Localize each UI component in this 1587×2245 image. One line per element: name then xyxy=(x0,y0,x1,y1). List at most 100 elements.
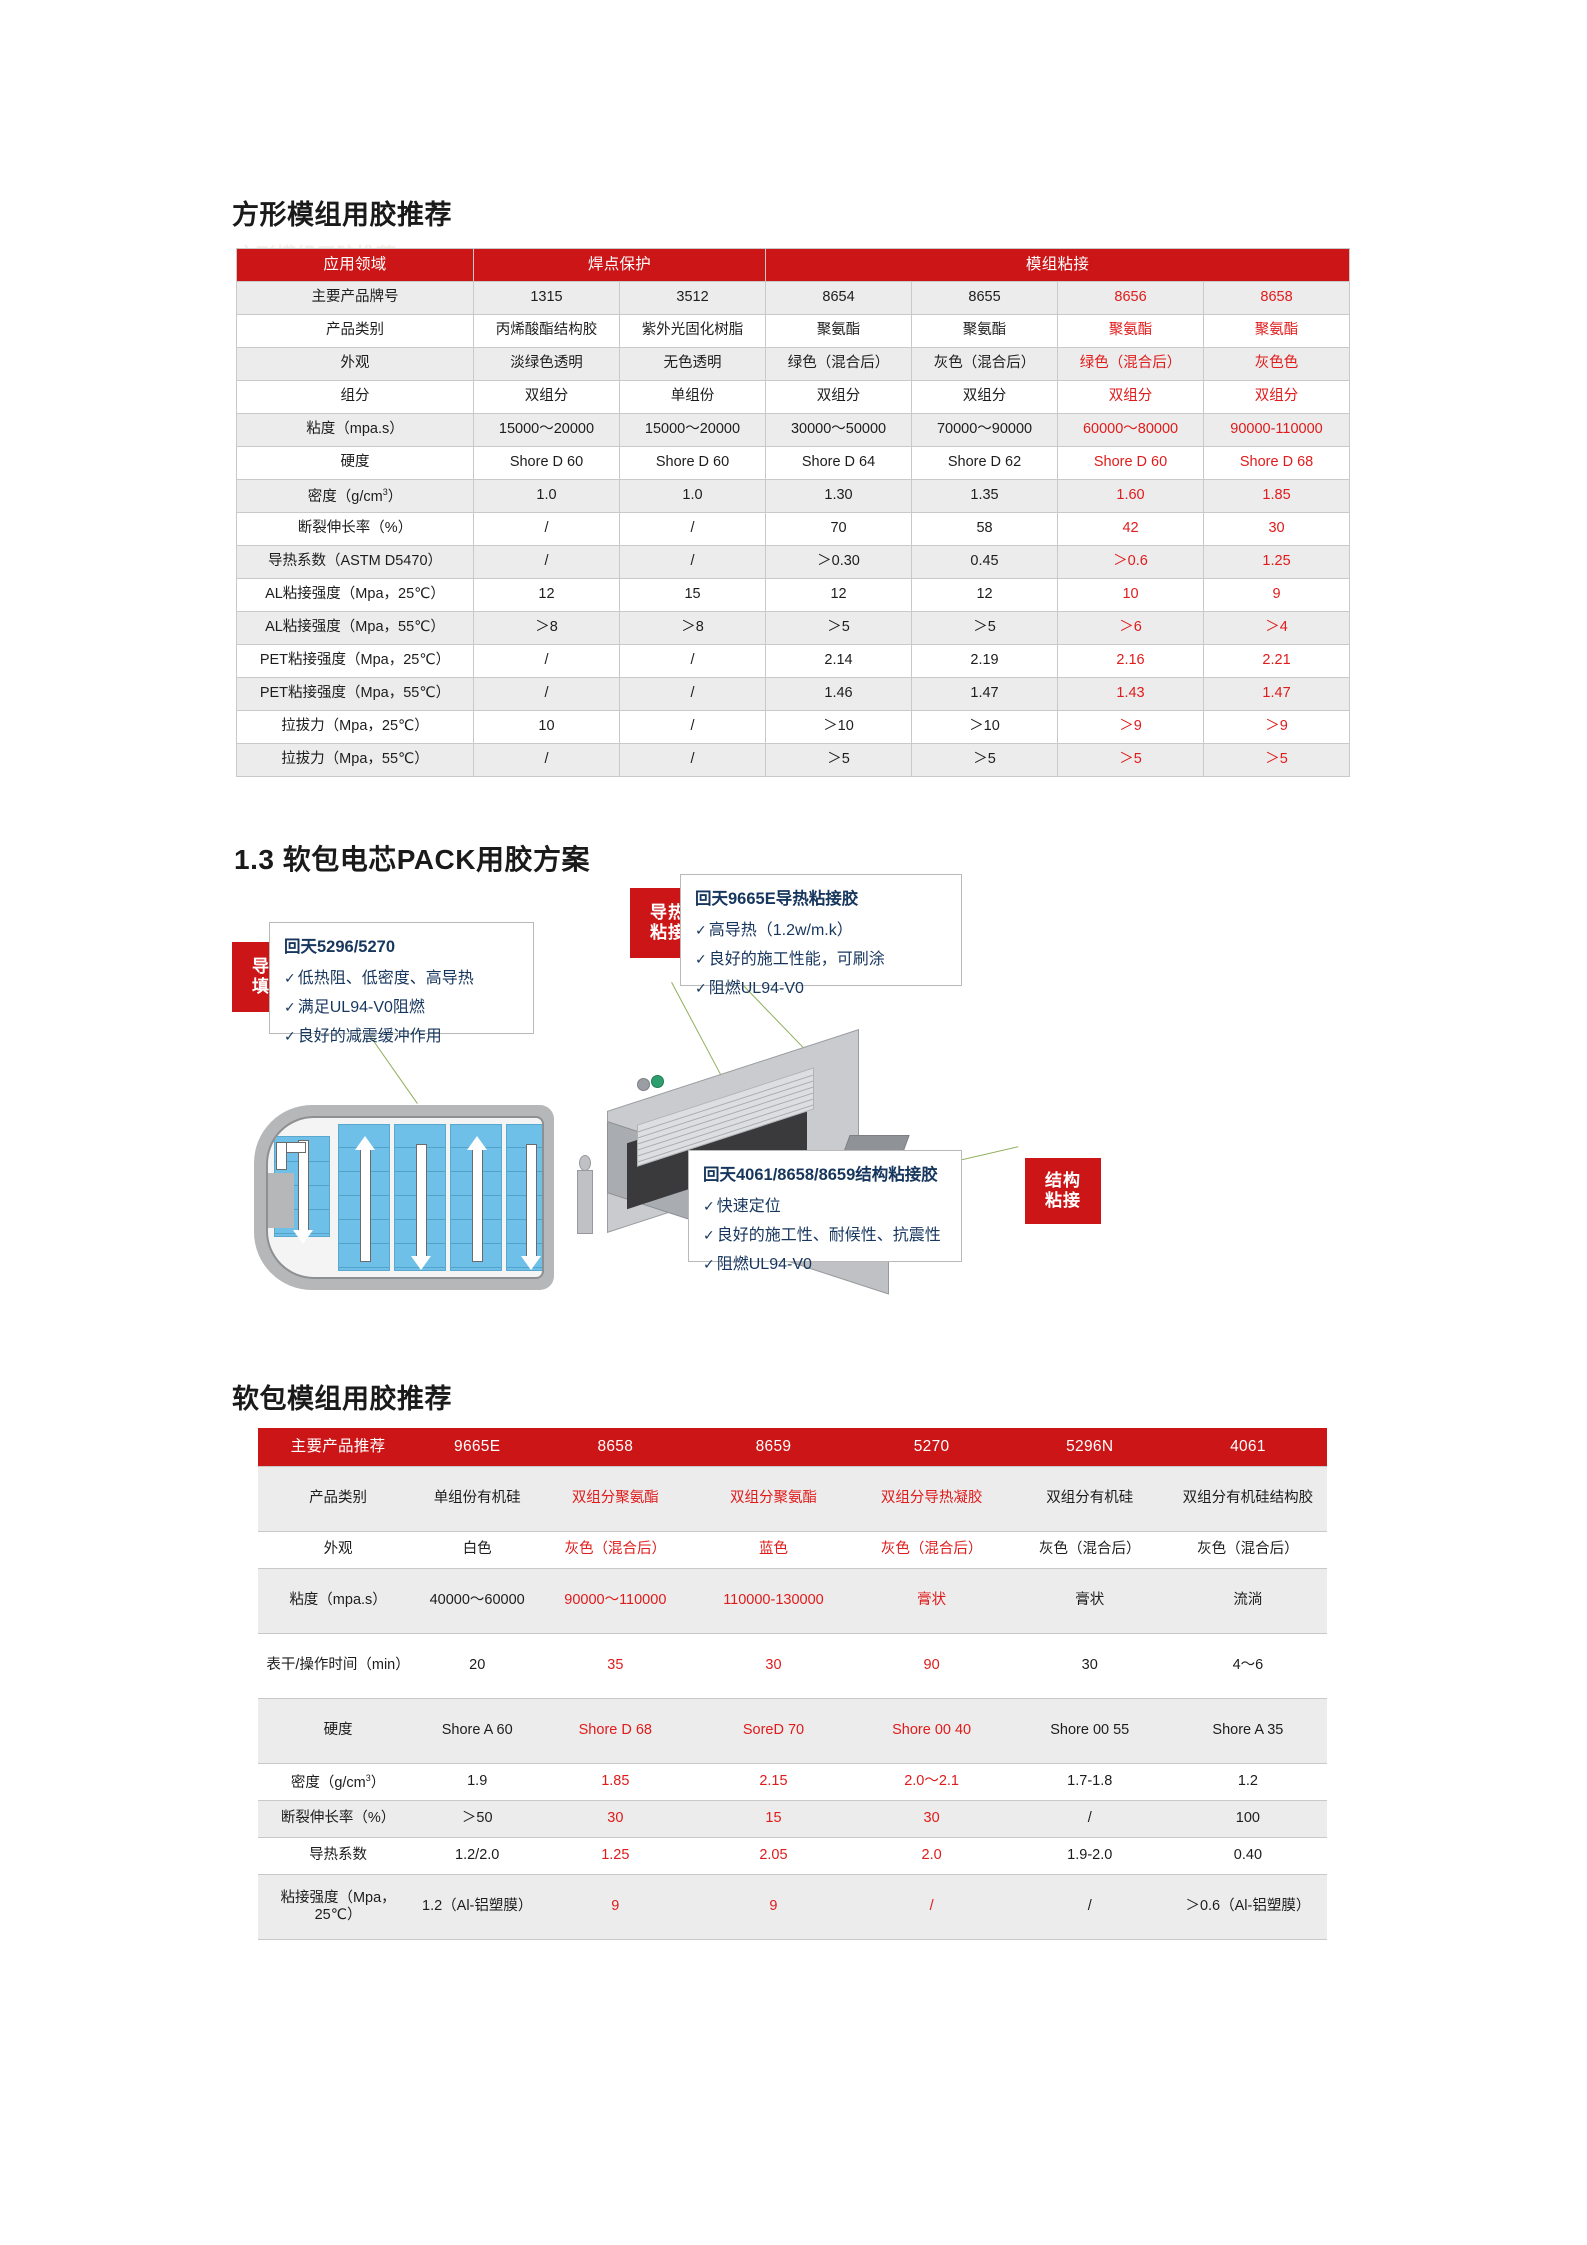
table-cell: 1.30 xyxy=(765,479,913,513)
table-cell: / xyxy=(618,710,767,744)
table-cell: 1.2（Al-铝塑膜） xyxy=(418,1874,537,1940)
table-cell: 2.19 xyxy=(911,644,1059,678)
table-row: PET粘接强度（Mpa，55℃） //1.46 1.47 1.43 1.47 xyxy=(236,677,1351,711)
table-cell: 丙烯酸酯结构胶 xyxy=(473,314,620,348)
table-cell: 58 xyxy=(911,512,1059,546)
table-cell: 8655 xyxy=(911,281,1059,315)
table-cell: 9 xyxy=(536,1874,695,1940)
table-cell: 紫外光固化树脂 xyxy=(618,314,767,348)
table-cell: 1.25 xyxy=(536,1837,695,1875)
row-label: 粘度（mpa.s） xyxy=(236,413,474,447)
callout-bullet: ✓ 高导热（1.2w/m.k） xyxy=(695,922,853,939)
table-cell: Shore D 60 xyxy=(1057,446,1205,480)
row-label: 表干/操作时间（min） xyxy=(258,1633,419,1699)
callout-4061-8658-8659: 回天4061/8658/8659结构粘接胶 ✓ 快速定位 ✓ 良好的施工性、耐候性、… xyxy=(688,1150,962,1273)
table-cell: ＞9 xyxy=(1203,710,1351,744)
table-cell: 绿色（混合后） xyxy=(1057,347,1205,381)
table-header-cell-1: 9665E xyxy=(418,1428,537,1467)
table-cell: Shore D 62 xyxy=(911,446,1059,480)
table-cell: ＞0.6（Al-铝塑膜） xyxy=(1168,1874,1327,1940)
row-label: 硬度 xyxy=(236,446,474,480)
table-cell: 1.85 xyxy=(536,1763,695,1801)
table-cell: 12 xyxy=(765,578,913,612)
table-row: AL粘接强度（Mpa，25℃） 12 15 12 12 10 9 xyxy=(236,578,1351,612)
tag-structural-bonding: 结构 粘接 xyxy=(1025,1158,1101,1224)
tag-line-2: 粘接 xyxy=(1045,1191,1081,1210)
callout-bullet: ✓ 阻燃UL94-V0 xyxy=(695,980,804,997)
table-row: 拉拔力（Mpa，55℃） / / ＞5 ＞5 ＞5 ＞5 xyxy=(236,743,1351,777)
table-header-cell-2: 8658 xyxy=(536,1428,695,1467)
table-cell: ＞10 xyxy=(765,710,913,744)
row-label: 断裂伸长率（%） xyxy=(236,512,474,546)
table-cell: 1.0 xyxy=(618,479,767,513)
table-row: 断裂伸长率（%） //70 58 42 30 xyxy=(236,512,1351,546)
table-row: 导热系数（ASTM D5470） / / ＞0.30 0.45 ＞0.6 1.25 xyxy=(236,545,1351,579)
tag-line-2: 粘接 xyxy=(650,923,686,942)
callout-bullet: ✓ 满足UL94-V0阻燃 xyxy=(284,999,425,1016)
table-cell: 90 xyxy=(852,1633,1011,1699)
table-header-cell-4: 5270 xyxy=(852,1428,1011,1467)
table-cell: 1.9 xyxy=(418,1763,537,1801)
table-cell: 1.25 xyxy=(1203,545,1351,579)
table-cell: 35 xyxy=(536,1633,695,1699)
module-indicator-grey xyxy=(637,1078,650,1091)
row-label: AL粘接强度（Mpa，55℃） xyxy=(236,611,474,645)
table-cell: 60000～80000 xyxy=(1057,413,1205,447)
table-cell: 0.40 xyxy=(1168,1837,1327,1875)
callout-title: 回天9665E导热粘接胶 xyxy=(695,890,859,908)
flow-arrow-down-3 xyxy=(521,1144,541,1270)
table-cell: 双组分聚氨酯 xyxy=(536,1466,695,1532)
table-cell: 淡绿色透明 xyxy=(473,347,620,381)
table-cell: 2.21 xyxy=(1203,644,1351,678)
table-cell: / xyxy=(473,545,620,579)
table-cell: 双组分 xyxy=(1203,380,1351,414)
row-label: 密度（g/cm3） xyxy=(258,1763,419,1801)
table-cell: 2.16 xyxy=(1057,644,1205,678)
table-row: 密度（g/cm3） 1.0 1.0 1.30 1.35 1.60 1.85 xyxy=(236,479,1351,513)
module-indicator-green xyxy=(651,1075,664,1088)
table-cell: ＞0.30 xyxy=(765,545,913,579)
table-cell: ＞6 xyxy=(1057,611,1205,645)
callout-bullet: ✓ 阻燃UL94-V0 xyxy=(703,1256,812,1273)
table-cell: 聚氨酯 xyxy=(765,314,913,348)
table-header-cell-1: 焊点保护 xyxy=(472,248,767,282)
table-cell: 30 xyxy=(1010,1633,1169,1699)
table-cell: 单组份有机硅 xyxy=(418,1466,537,1532)
table-cell: 1.47 xyxy=(1203,677,1351,711)
row-label: 组分 xyxy=(236,380,474,414)
row-label: 导热系数（ASTM D5470） xyxy=(236,545,474,579)
row-label: 外观 xyxy=(258,1531,419,1569)
table-row: 产品类别 丙烯酸酯结构胶 紫外光固化树脂 聚氨酯 聚氨酯 聚氨酯 聚氨酯 xyxy=(236,314,1351,348)
table-cell: 聚氨酯 xyxy=(1057,314,1205,348)
table-cell: 30 xyxy=(694,1633,853,1699)
table-header-cell-3: 8659 xyxy=(694,1428,853,1467)
table-cell: 双组分有机硅结构胶 xyxy=(1168,1466,1327,1532)
table-cell: ＞8 xyxy=(473,611,620,645)
table-cell: ＞50 xyxy=(418,1800,537,1838)
row-label: 粘度（mpa.s） xyxy=(258,1568,419,1634)
table-cell: 10 xyxy=(1057,578,1205,612)
table-cell: / xyxy=(618,545,767,579)
row-label: 密度（g/cm3） xyxy=(236,479,474,513)
pack-adhesive-diagram: 导热 填充 导热 粘接 结构 粘接 回天5296/5270 ✓低热阻、低密度、高… xyxy=(232,874,1352,1350)
table-row: 外观 淡绿色透明 无色透明 绿色（混合后） 灰色（混合后） 绿色（混合后） 灰色色 xyxy=(236,347,1351,381)
row-label: 产品类别 xyxy=(236,314,474,348)
table-row: 硬度 Shore D 60 Shore D 60 Shore D 64 Shore D … xyxy=(236,446,1351,480)
callout-bullet: ✓ 快速定位 xyxy=(703,1198,781,1215)
table-cell: 15 xyxy=(618,578,767,612)
callout-title: 回天5296/5270 xyxy=(284,938,395,956)
table-cell: ＞5 xyxy=(1203,743,1351,777)
table-header-cell-2: 模组粘接 xyxy=(765,248,1351,282)
flow-arrow-down-1 xyxy=(293,1140,313,1244)
check-icon: ✓ xyxy=(284,970,296,986)
table-cell: 15000～20000 xyxy=(618,413,767,447)
table-cell: 2.0～2.1 xyxy=(852,1763,1011,1801)
row-label: 产品类别 xyxy=(258,1466,419,1532)
row-label: 断裂伸长率（%） xyxy=(258,1800,419,1838)
table-cell: ＞5 xyxy=(1057,743,1205,777)
table-cell: 1.47 xyxy=(911,677,1059,711)
callout-9665e: 回天9665E导热粘接胶 ✓ 高导热（1.2w/m.k） ✓ 良好的施工性能，可刷涂… xyxy=(680,874,962,997)
table-cell: / xyxy=(1010,1874,1169,1940)
table-cell: 蓝色 xyxy=(694,1531,853,1569)
table-cell: 无色透明 xyxy=(618,347,767,381)
